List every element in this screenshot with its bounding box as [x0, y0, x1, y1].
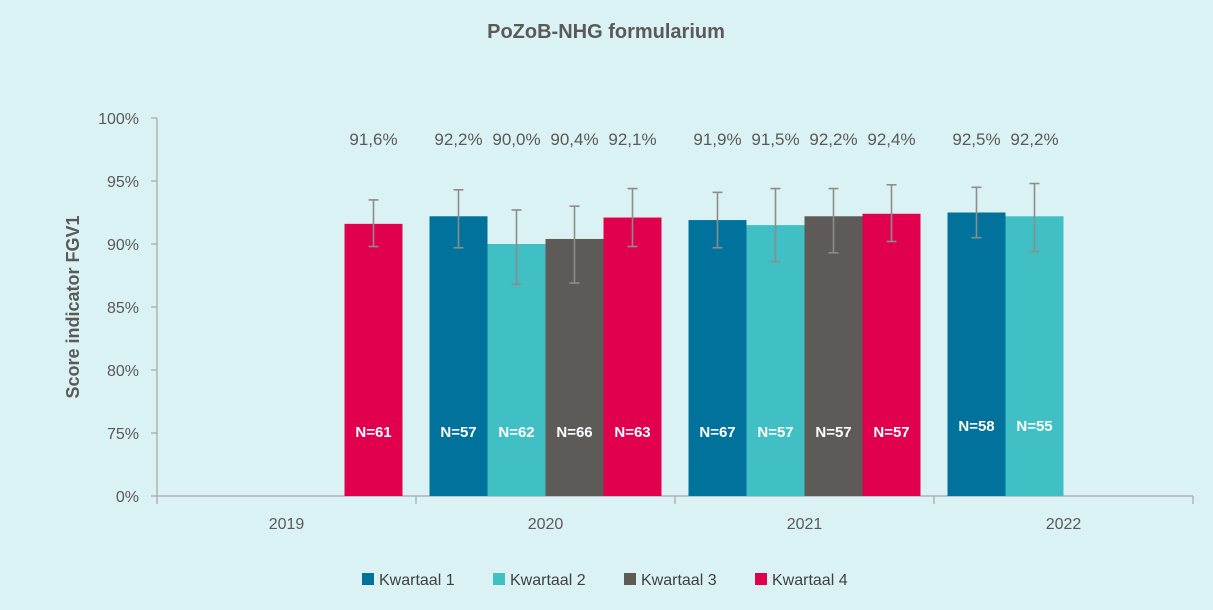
legend-label: Kwartaal 2	[510, 572, 586, 589]
n-label: N=63	[614, 424, 650, 441]
value-label: 91,9%	[693, 130, 741, 149]
y-axis-label: Score indicator FGV1	[63, 215, 83, 398]
value-label: 92,4%	[867, 130, 915, 149]
value-label: 92,2%	[434, 130, 482, 149]
bar	[688, 220, 747, 496]
labels-group: 91,6% N=61 92,2% N=57 90,0% N=62 90,4% N=66 92,1…	[349, 130, 1058, 441]
legend-swatch	[624, 573, 636, 585]
n-label: N=55	[1016, 418, 1052, 435]
n-label: N=57	[815, 424, 851, 441]
x-tick-label: 2020	[528, 516, 564, 533]
n-label: N=66	[556, 424, 592, 441]
legend-swatch	[493, 573, 505, 585]
value-label: 92,5%	[952, 130, 1000, 149]
y-tick-label: 0%	[116, 489, 139, 506]
value-label: 91,6%	[349, 130, 397, 149]
y-tick-label: 85%	[107, 300, 139, 317]
value-label: 90,0%	[492, 130, 540, 149]
legend-label: Kwartaal 3	[641, 572, 717, 589]
x-tick-label: 2022	[1046, 516, 1082, 533]
n-label: N=67	[699, 424, 735, 441]
value-label: 92,2%	[1010, 130, 1058, 149]
y-tick-label: 75%	[107, 426, 139, 443]
bar	[429, 216, 488, 496]
value-label: 92,1%	[608, 130, 656, 149]
bar	[804, 216, 863, 496]
n-label: N=62	[498, 424, 534, 441]
bar	[746, 225, 805, 496]
value-label: 91,5%	[751, 130, 799, 149]
legend-label: Kwartaal 4	[772, 572, 848, 589]
legend-swatch	[362, 573, 374, 585]
bar	[487, 244, 546, 496]
legend-label: Kwartaal 1	[379, 572, 455, 589]
n-label: N=57	[440, 424, 476, 441]
y-tick-label: 95%	[107, 174, 139, 191]
bar	[344, 223, 403, 496]
y-tick-label: 100%	[98, 111, 139, 128]
n-label: N=57	[873, 424, 909, 441]
x-tick-label: 2019	[269, 516, 305, 533]
n-label: N=61	[355, 424, 391, 441]
n-label: N=58	[958, 418, 994, 435]
axes: 0% 75% 80% 85% 90% 95% 100% 2019 2020 2021 2022	[98, 111, 1194, 533]
value-label: 92,2%	[809, 130, 857, 149]
bar	[947, 212, 1006, 496]
n-label: N=57	[757, 424, 793, 441]
value-label: 90,4%	[550, 130, 598, 149]
bars-group	[344, 182, 1064, 497]
legend-swatch	[755, 573, 767, 585]
chart-title: PoZoB-NHG formularium	[487, 21, 725, 43]
bar	[862, 213, 921, 496]
bar	[603, 217, 662, 497]
legend: Kwartaal 1 Kwartaal 2 Kwartaal 3 Kwartaal 4	[362, 572, 848, 589]
x-tick-label: 2021	[787, 516, 823, 533]
bar	[1005, 216, 1064, 496]
y-tick-label: 80%	[107, 363, 139, 380]
y-tick-label: 90%	[107, 237, 139, 254]
